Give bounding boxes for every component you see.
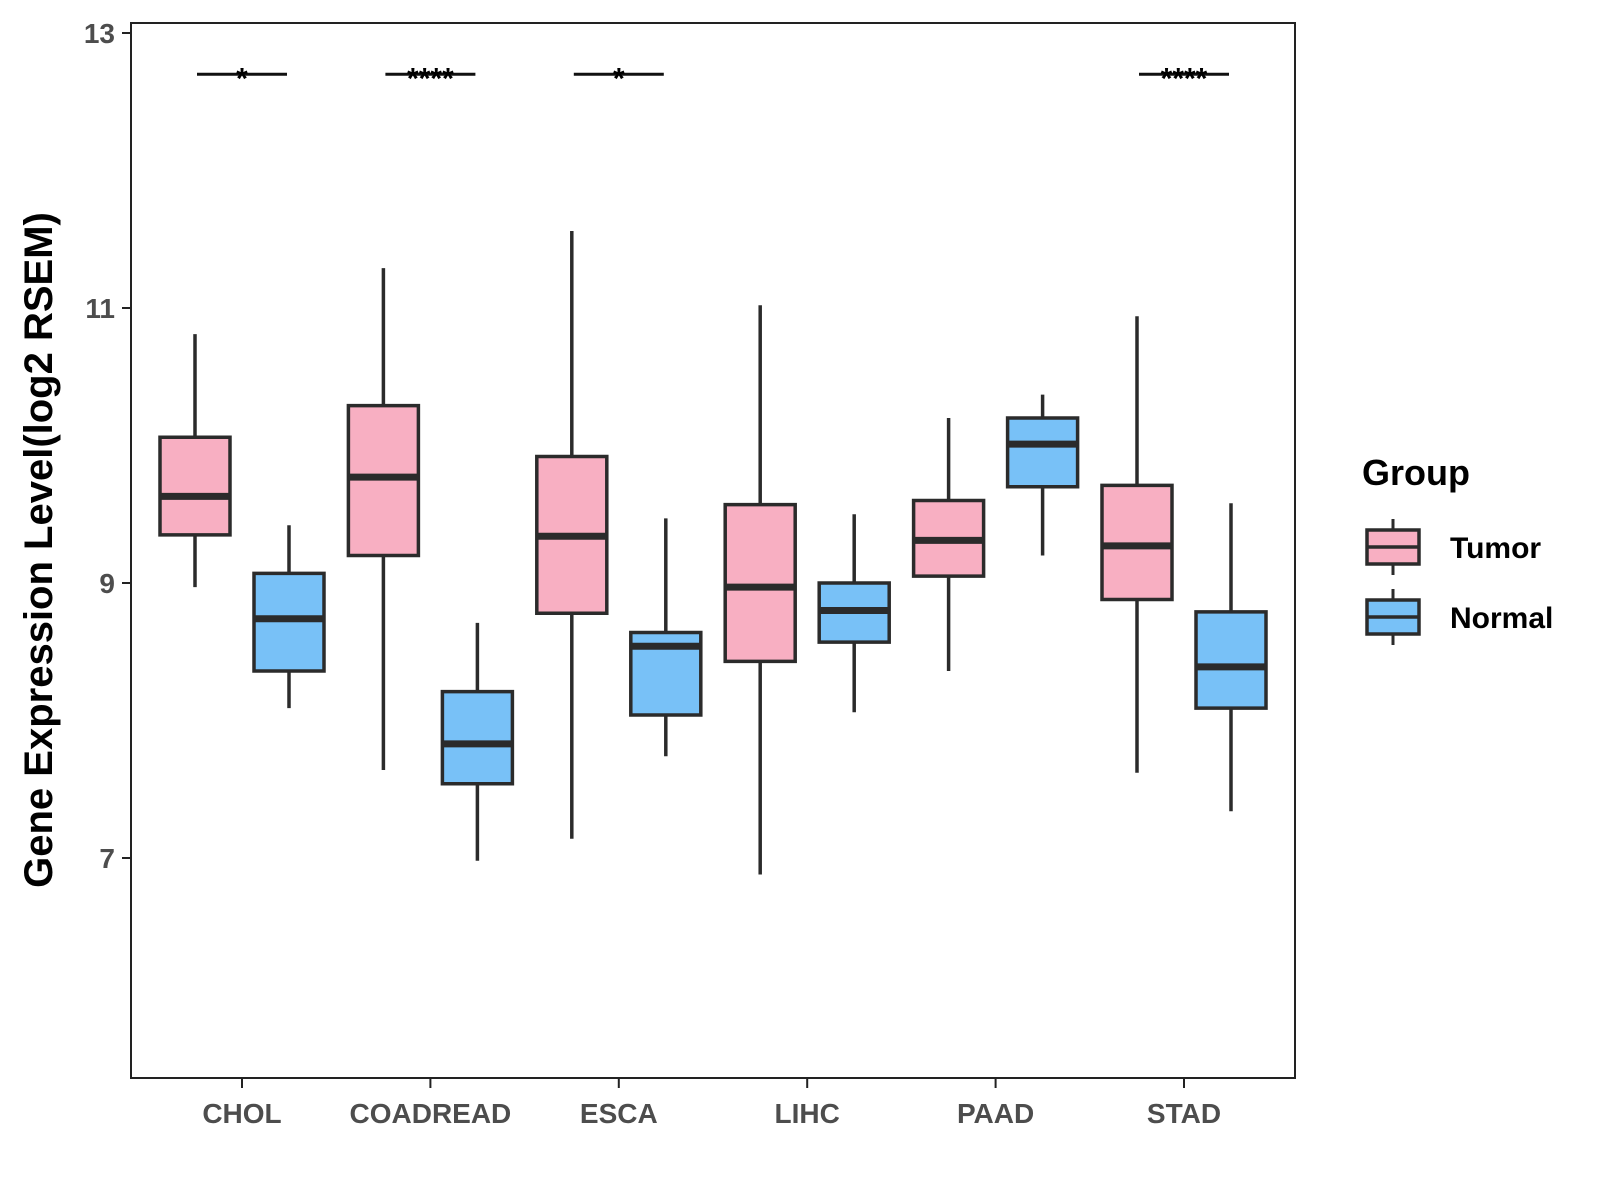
- box-tumor-chol: [158, 334, 232, 588]
- legend-label: Tumor: [1450, 532, 1541, 565]
- box-layer: [158, 231, 1268, 875]
- box-normal-chol: [252, 525, 326, 709]
- box-normal-lihc: [817, 514, 891, 713]
- significance-label: *: [613, 62, 625, 95]
- y-tick-label: 11: [85, 293, 115, 324]
- box-normal-coadread: [440, 622, 515, 861]
- box-tumor-coadread: [346, 268, 421, 770]
- y-axis: 7 9 11 13: [84, 18, 131, 874]
- box-normal-paad: [1005, 394, 1080, 556]
- x-tick-label: ESCA: [580, 1098, 658, 1129]
- box-tumor-stad: [1100, 316, 1174, 773]
- legend-item-tumor: Tumor: [1365, 519, 1541, 575]
- legend: Tumor Normal: [1365, 519, 1553, 645]
- box-tumor-lihc: [723, 305, 797, 875]
- legend-title: Group: [1362, 452, 1470, 493]
- significance-coadread: ****: [385, 62, 476, 95]
- x-tick-label: LIHC: [775, 1098, 840, 1129]
- significance-stad: ****: [1139, 62, 1229, 95]
- box-body: [1194, 610, 1268, 710]
- x-tick-label: CHOL: [202, 1098, 281, 1129]
- x-axis: CHOL COADREAD ESCA LIHC PAAD STAD: [202, 1078, 1221, 1129]
- y-tick-label: 13: [84, 18, 115, 49]
- legend-label: Normal: [1450, 602, 1553, 635]
- box-body: [723, 502, 797, 664]
- y-tick-label: 7: [99, 843, 115, 874]
- significance-label: ****: [1161, 62, 1208, 95]
- x-tick-label: STAD: [1147, 1098, 1221, 1129]
- box-tumor-paad: [911, 418, 986, 671]
- significance-layer: * **** * ****: [197, 62, 1229, 95]
- y-tick-label: 9: [99, 568, 115, 599]
- x-tick-label: PAAD: [957, 1098, 1034, 1129]
- significance-esca: *: [573, 62, 664, 95]
- box-normal-stad: [1194, 503, 1268, 812]
- box-tumor-esca: [535, 231, 609, 839]
- box-body: [158, 435, 232, 537]
- box-normal-esca: [629, 518, 703, 757]
- significance-label: ****: [407, 62, 454, 95]
- box-body: [440, 689, 515, 786]
- significance-label: *: [236, 62, 248, 95]
- box-body: [1005, 416, 1080, 489]
- legend-item-normal: Normal: [1365, 589, 1553, 645]
- significance-chol: *: [197, 62, 287, 95]
- y-axis-title: Gene Expression Level(log2 RSEM): [17, 212, 61, 888]
- x-tick-label: COADREAD: [350, 1098, 512, 1129]
